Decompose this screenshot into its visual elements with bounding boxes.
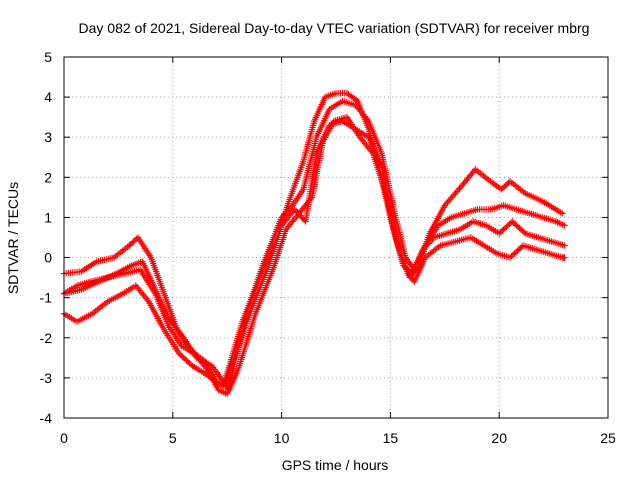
- y-tick-label: 4: [44, 89, 52, 105]
- data-point-track-2: [282, 209, 289, 217]
- y-tick-label: 1: [44, 209, 52, 225]
- x-axis-label: GPS time / hours: [282, 457, 389, 473]
- data-point-track-3: [429, 235, 436, 243]
- x-tick-label: 20: [491, 430, 507, 446]
- data-point-track-3: [561, 242, 568, 249]
- data-point-track-3: [291, 206, 298, 213]
- data-point-track-3: [520, 228, 528, 236]
- data-point-track-3: [299, 215, 307, 222]
- axis-ticks: [63, 56, 609, 419]
- chart-title: Day 082 of 2021, Sidereal Day-to-day VTE…: [79, 20, 590, 36]
- y-tick-label: -4: [40, 410, 53, 426]
- data-point-track-2: [285, 206, 292, 214]
- data-point-track-3: [425, 240, 432, 247]
- data-point-track-2: [278, 214, 285, 221]
- data-point-track-3: [421, 244, 428, 252]
- data-point-track-3: [428, 237, 435, 244]
- data-point-track-2: [281, 211, 288, 218]
- data-point-track-3: [211, 377, 218, 384]
- x-tick-labels: 0 5 10 15 20 25: [60, 430, 616, 446]
- y-tick-label: -2: [40, 330, 53, 346]
- y-tick-label: -3: [40, 370, 53, 386]
- y-tick-label: 5: [44, 49, 52, 65]
- y-tick-label: -1: [40, 290, 53, 306]
- data-point-track-4: [561, 254, 568, 261]
- grid-lines: [64, 57, 608, 418]
- data-point-track-3: [423, 241, 431, 249]
- data-marks: [60, 89, 568, 398]
- data-point-track-3: [426, 238, 434, 246]
- data-point-track-2: [286, 205, 293, 212]
- data-point-track-3: [187, 361, 195, 368]
- data-point-track-3: [419, 246, 427, 253]
- data-point-track-3: [422, 243, 429, 250]
- x-tick-label: 25: [600, 430, 616, 446]
- y-axis-label: SDTVAR / TECUs: [5, 182, 21, 294]
- plot-border: [63, 56, 609, 419]
- x-tick-label: 10: [274, 430, 290, 446]
- x-tick-label: 15: [383, 430, 399, 446]
- y-tick-labels: -4 -3 -2 -1 0 1 2 3 4 5: [40, 49, 53, 426]
- x-tick-label: 0: [60, 430, 68, 446]
- data-point-track-2: [279, 212, 287, 220]
- data-point-track-2: [561, 222, 568, 229]
- y-tick-label: 2: [44, 169, 52, 185]
- data-point-track-1: [559, 210, 566, 217]
- y-tick-label: 3: [44, 129, 52, 145]
- y-tick-label: 0: [44, 250, 52, 266]
- data-point-track-2: [287, 203, 295, 211]
- data-point-track-2: [283, 208, 291, 215]
- x-tick-label: 5: [169, 430, 177, 446]
